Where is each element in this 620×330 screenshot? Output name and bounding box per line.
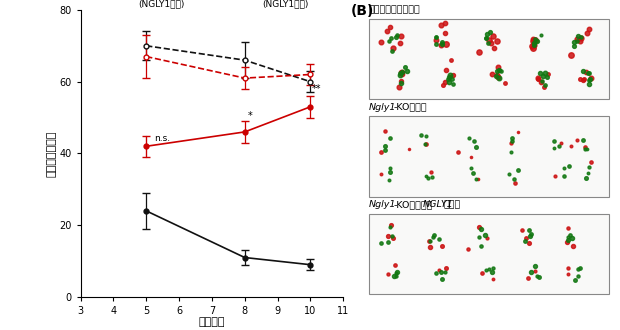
Text: コントロールラット: コントロールラット: [369, 5, 420, 14]
Bar: [369, 18, 609, 99]
Text: **: **: [312, 84, 322, 94]
Text: -KOラット: -KOラット: [394, 103, 427, 112]
Text: (B): (B): [351, 4, 374, 18]
Text: *: *: [248, 111, 253, 121]
Bar: [369, 116, 609, 197]
X-axis label: （週齢）: （週齢）: [198, 317, 225, 327]
Text: (NGLY1投与): (NGLY1投与): [138, 0, 185, 9]
Text: (NGLY1投与): (NGLY1投与): [262, 0, 308, 9]
Text: Ngly1: Ngly1: [369, 200, 396, 210]
Text: NGLY1: NGLY1: [422, 200, 453, 210]
Text: 投与）: 投与）: [444, 200, 461, 210]
Bar: [369, 214, 609, 294]
Y-axis label: 歩行時間（秒）: 歩行時間（秒）: [46, 130, 56, 177]
Text: Ngly1: Ngly1: [369, 103, 396, 112]
Text: n.s.: n.s.: [154, 134, 170, 143]
Text: -KOラット（: -KOラット（: [394, 200, 433, 210]
